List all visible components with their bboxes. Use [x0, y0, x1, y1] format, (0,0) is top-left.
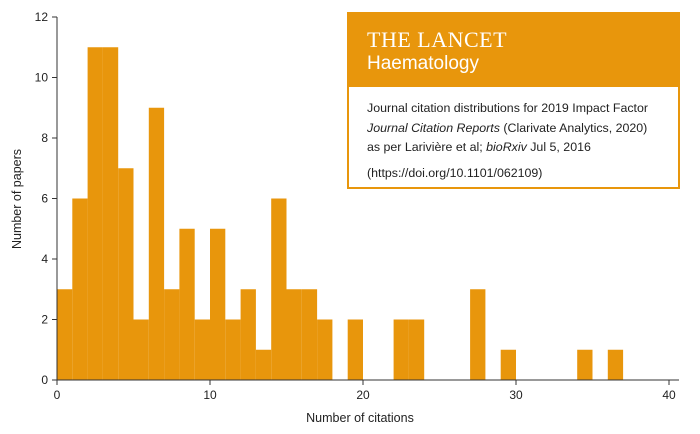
- description-line-1: Journal citation distributions for 2019 …: [367, 101, 648, 115]
- histogram-bar: [408, 319, 425, 380]
- histogram-bar: [118, 168, 134, 380]
- y-tick-label: 4: [41, 252, 48, 266]
- jcr-title: Journal Citation Reports: [367, 120, 500, 135]
- x-tick-label: 40: [662, 388, 676, 402]
- x-tick-label: 30: [509, 388, 523, 402]
- y-tick-label: 8: [41, 131, 48, 145]
- y-tick-label: 6: [41, 192, 48, 206]
- histogram-bar: [225, 319, 241, 380]
- histogram-bar: [500, 349, 516, 380]
- journal-info-box: THE LANCET Haematology Journal citation …: [347, 12, 680, 189]
- y-tick-label: 10: [35, 71, 49, 85]
- histogram-bar: [577, 349, 593, 380]
- histogram-bar: [148, 107, 165, 380]
- x-tick-label: 10: [203, 388, 217, 402]
- x-tick-label: 0: [54, 388, 61, 402]
- reference-date: Jul 5, 2016: [526, 140, 591, 154]
- description-line-3: as per Larivière et al; bioRxiv Jul 5, 2…: [367, 138, 660, 158]
- histogram-bar: [179, 228, 195, 380]
- x-axis-title: Number of citations: [306, 411, 414, 425]
- source-description: Journal citation distributions for 2019 …: [349, 87, 678, 183]
- axes-layer: 0 2 4 6 8 10 12 0 10 20 30 40: [35, 10, 679, 402]
- doi-link-text: (https://doi.org/10.1101/062109): [367, 165, 543, 180]
- histogram-bar: [133, 319, 149, 380]
- y-tick-label: 2: [41, 313, 48, 327]
- x-tick-label: 20: [356, 388, 370, 402]
- histogram-bar: [317, 319, 333, 380]
- histogram-bar: [194, 319, 210, 380]
- histogram-bar: [301, 289, 318, 380]
- histogram-bar: [210, 228, 226, 380]
- histogram-bar: [347, 319, 363, 380]
- histogram-bar: [102, 47, 119, 380]
- histogram-bar: [271, 198, 287, 380]
- bars-layer: [57, 47, 624, 380]
- journal-header: THE LANCET Haematology: [349, 14, 678, 87]
- histogram-bar: [255, 349, 272, 380]
- y-tick-label: 12: [35, 10, 49, 24]
- jcr-publisher: (Clarivate Analytics, 2020): [499, 120, 648, 135]
- histogram-bar: [607, 349, 624, 380]
- histogram-bar: [57, 289, 73, 380]
- reference-journal: bioRxiv: [486, 140, 527, 154]
- reference-authors: as per Larivière et al;: [367, 140, 487, 154]
- histogram-bar: [72, 198, 88, 380]
- histogram-bar: [393, 319, 409, 380]
- description-line-2: Journal Citation Reports (Clarivate Anal…: [367, 119, 660, 139]
- y-axis-title: Number of papers: [10, 149, 24, 249]
- journal-title: THE LANCET: [367, 27, 508, 52]
- y-tick-label: 0: [41, 373, 48, 387]
- histogram-bar: [470, 289, 486, 380]
- journal-subtitle: Haematology: [367, 53, 479, 74]
- histogram-bar: [87, 47, 103, 380]
- histogram-bar: [286, 289, 302, 380]
- histogram-bar: [164, 289, 180, 380]
- histogram-bar: [240, 289, 256, 380]
